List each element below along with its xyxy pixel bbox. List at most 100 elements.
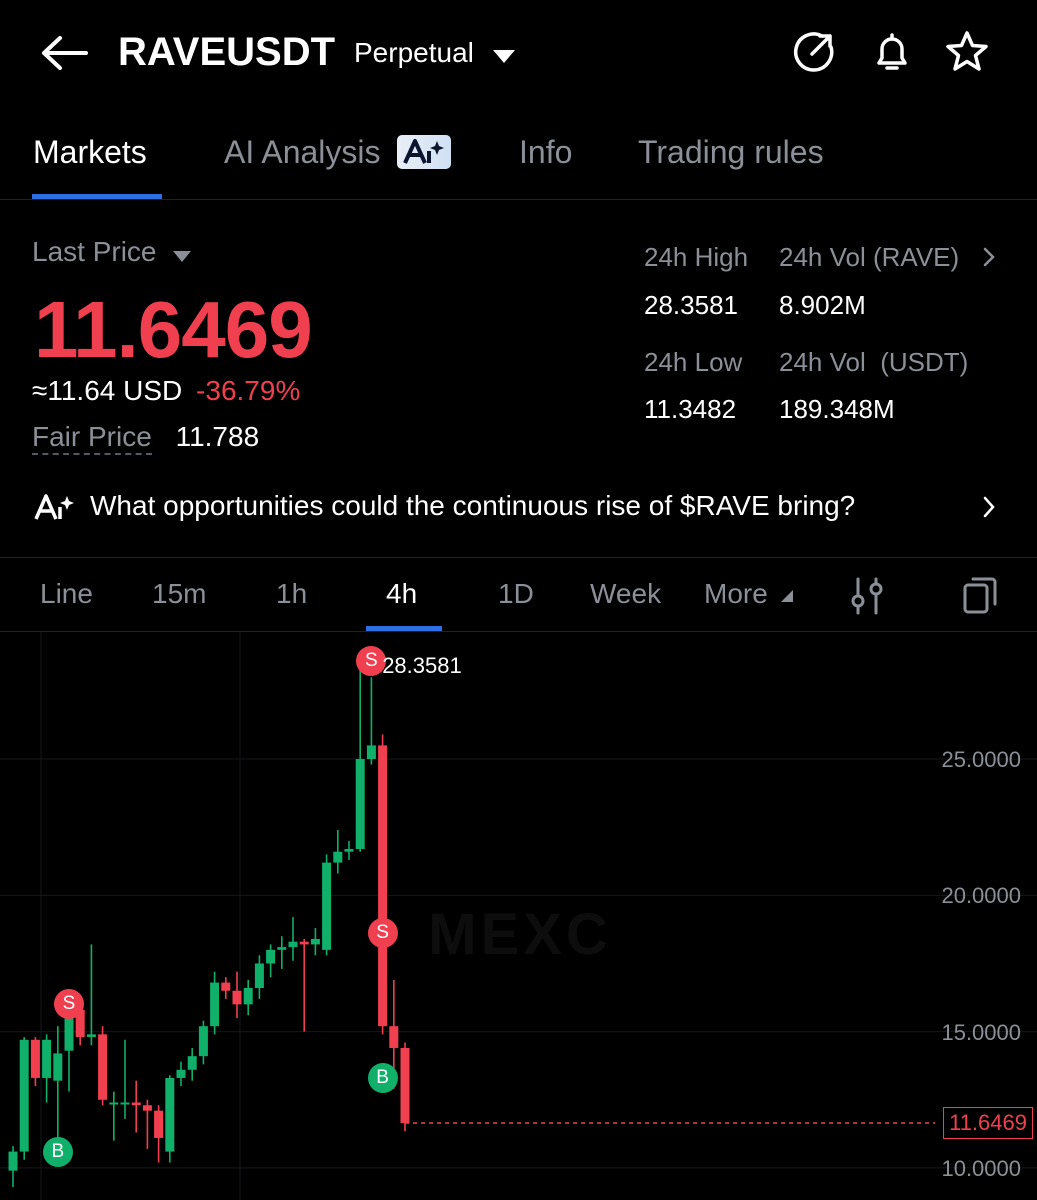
candle-body — [131, 1102, 141, 1106]
y-axis-tick-label: 20.0000 — [941, 883, 1021, 909]
chevron-down-icon — [172, 238, 192, 270]
candle-body — [232, 990, 242, 1005]
last-price-value: 11.6469 — [34, 285, 313, 374]
stat-vol-base-value: 8.902M — [779, 290, 866, 320]
candle-body — [221, 982, 231, 991]
fair-price-row: Fair Price 11.788 — [32, 421, 259, 455]
stat-high-value: 28.3581 — [644, 290, 738, 320]
timeframe-line[interactable]: Line — [40, 578, 93, 609]
candle-body — [310, 938, 320, 945]
candle — [42, 1034, 52, 1103]
ai-icon — [34, 492, 76, 527]
candle-body — [19, 1039, 29, 1152]
chevron-right-icon — [982, 244, 996, 275]
y-axis-tick-label: 10.0000 — [941, 1155, 1021, 1181]
sell-signal-marker[interactable]: S — [367, 918, 398, 949]
corner-triangle-icon — [780, 578, 794, 610]
chart-layout-button[interactable] — [962, 575, 998, 620]
buy-signal-marker[interactable]: B — [42, 1136, 73, 1167]
candle — [187, 1047, 197, 1081]
sell-signal-marker[interactable]: S — [54, 989, 84, 1020]
back-button[interactable] — [38, 30, 90, 76]
candle-body — [288, 941, 298, 948]
fair-price-label[interactable]: Fair Price — [32, 421, 152, 455]
candle — [232, 971, 242, 1018]
stat-vol-base-label: 24h Vol (RAVE) — [779, 242, 960, 272]
timeframe-1d[interactable]: 1D — [498, 578, 534, 609]
candle — [221, 977, 231, 999]
stat-vol-quote-label: 24h Vol (USDT) — [779, 347, 969, 377]
candle — [400, 1042, 410, 1132]
candle — [109, 1091, 119, 1141]
candle-body — [53, 1053, 63, 1081]
candle — [254, 955, 264, 999]
ai-prompt-row[interactable]: What opportunities could the continuous … — [0, 478, 1037, 538]
sliders-icon — [851, 577, 883, 615]
stat-vol-quote-value: 189.348M — [779, 394, 895, 424]
candle — [176, 1061, 186, 1087]
sell-signal-marker[interactable]: S — [356, 645, 387, 676]
candle — [355, 667, 365, 852]
stat-high-label: 24h High — [644, 242, 749, 272]
alert-button[interactable] — [870, 30, 914, 74]
candle-body — [30, 1039, 40, 1078]
candle — [266, 944, 276, 978]
buy-signal-marker[interactable]: B — [367, 1062, 398, 1093]
candle-body — [400, 1047, 410, 1124]
y-axis-tick-label: 25.0000 — [941, 747, 1021, 773]
usd-approx-price: ≈11.64 USD — [32, 375, 183, 406]
contract-type-label: Perpetual — [354, 37, 474, 68]
tabs-divider — [0, 199, 1037, 200]
candle-body — [187, 1056, 197, 1070]
y-axis-tick-label: 15.0000 — [941, 1019, 1021, 1045]
candle — [30, 1037, 40, 1087]
section-divider — [0, 557, 1037, 558]
tab-info[interactable]: Info — [519, 134, 572, 171]
candle — [131, 1080, 141, 1133]
share-icon — [794, 32, 834, 72]
stat-low-label: 24h Low — [644, 347, 743, 377]
candle-body — [42, 1039, 52, 1078]
timeframe-more[interactable]: More — [704, 578, 794, 610]
last-price-selector[interactable]: Last Price — [32, 236, 192, 270]
star-icon — [946, 31, 988, 71]
ai-prompt-text: What opportunities could the continuous … — [90, 490, 856, 521]
timeframe-1h[interactable]: 1h — [276, 578, 308, 609]
tab-trading-rules[interactable]: Trading rules — [638, 134, 824, 171]
candle-body — [254, 963, 264, 989]
candle — [198, 1020, 208, 1065]
timeframe-4h[interactable]: 4h — [386, 578, 418, 609]
candle — [288, 917, 298, 961]
symbol-title: RAVEUSDT — [118, 30, 336, 74]
price-change-pct: -36.79% — [196, 375, 301, 406]
tab-info-label: Info — [519, 134, 573, 170]
candle-body — [322, 862, 332, 950]
tab-markets[interactable]: Markets — [33, 134, 147, 171]
candle — [120, 1039, 130, 1119]
candle-body — [344, 848, 354, 852]
candle-body — [86, 1034, 96, 1038]
tab-ai-analysis[interactable]: AI Analysis — [224, 134, 452, 172]
candle-body — [8, 1151, 18, 1171]
candle-body — [210, 982, 220, 1027]
copy-icon — [963, 577, 997, 614]
stat-vol-base-row[interactable]: 24h Vol (RAVE) — [779, 242, 996, 275]
contract-type-selector[interactable]: Perpetual — [354, 37, 516, 71]
candle-body — [109, 1102, 119, 1105]
candle — [86, 944, 96, 1046]
last-price-label: Last Price — [32, 236, 157, 267]
candle-body — [299, 941, 309, 945]
tab-trading-rules-label: Trading rules — [638, 134, 824, 170]
candle-body — [154, 1110, 164, 1138]
timeframe-15m[interactable]: 15m — [152, 578, 207, 609]
share-button[interactable] — [792, 30, 836, 74]
candle-body — [64, 1009, 74, 1051]
indicator-settings-button[interactable] — [850, 577, 884, 620]
chevron-right-icon — [982, 495, 996, 524]
last-price-tag: 11.6469 — [943, 1107, 1033, 1140]
timeframe-week[interactable]: Week — [590, 578, 662, 609]
timeframe-more-label: More — [704, 578, 768, 609]
favorite-button[interactable] — [944, 29, 990, 75]
candle-body — [120, 1102, 130, 1105]
